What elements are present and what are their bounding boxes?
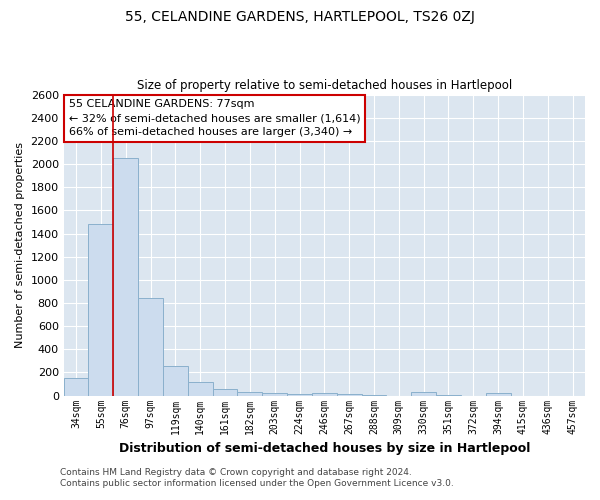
Bar [88,224,113,396]
Bar [238,392,262,396]
Bar [312,392,337,396]
Bar [287,394,312,396]
Title: Size of property relative to semi-detached houses in Hartlepool: Size of property relative to semi-detach… [137,79,512,92]
Bar [337,394,362,396]
Y-axis label: Number of semi-detached properties: Number of semi-detached properties [15,142,25,348]
Bar [64,378,88,396]
Bar [163,366,188,396]
Bar [436,395,461,396]
Bar [485,394,511,396]
Bar [411,392,436,396]
Bar [188,382,212,396]
X-axis label: Distribution of semi-detached houses by size in Hartlepool: Distribution of semi-detached houses by … [119,442,530,455]
Bar [113,158,138,396]
Bar [212,388,238,396]
Bar [362,395,386,396]
Bar [138,298,163,396]
Text: 55, CELANDINE GARDENS, HARTLEPOOL, TS26 0ZJ: 55, CELANDINE GARDENS, HARTLEPOOL, TS26 … [125,10,475,24]
Text: 55 CELANDINE GARDENS: 77sqm
← 32% of semi-detached houses are smaller (1,614)
66: 55 CELANDINE GARDENS: 77sqm ← 32% of sem… [69,99,361,137]
Bar [262,392,287,396]
Text: Contains HM Land Registry data © Crown copyright and database right 2024.
Contai: Contains HM Land Registry data © Crown c… [60,468,454,487]
